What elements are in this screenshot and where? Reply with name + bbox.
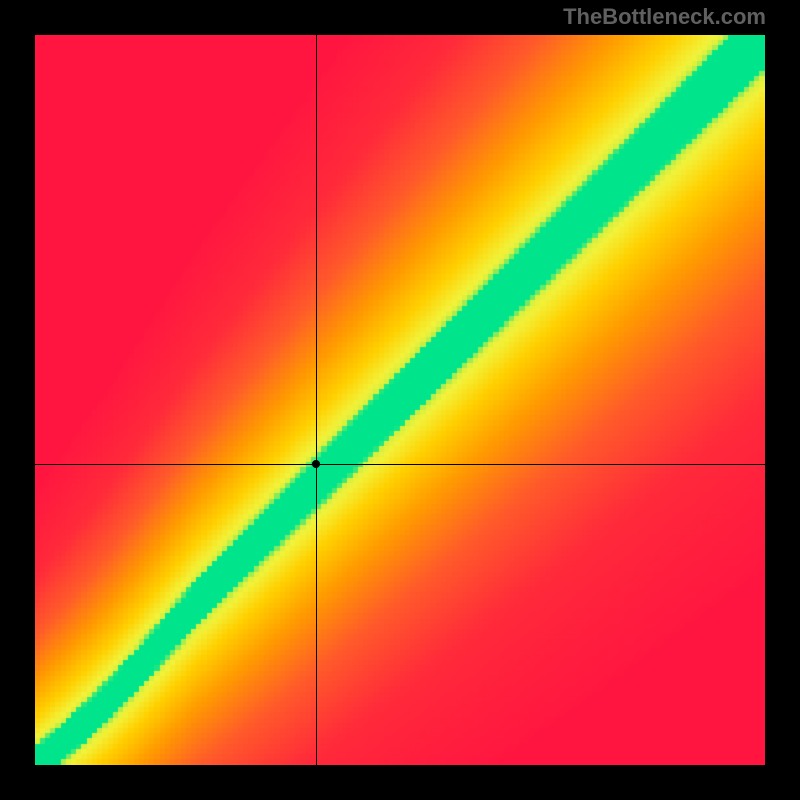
crosshair-marker	[312, 460, 320, 468]
watermark-text: TheBottleneck.com	[563, 4, 766, 30]
heatmap-canvas	[35, 35, 765, 765]
chart-frame: TheBottleneck.com	[0, 0, 800, 800]
crosshair-horizontal	[35, 464, 765, 465]
crosshair-vertical	[316, 35, 317, 765]
plot-area	[35, 35, 765, 765]
